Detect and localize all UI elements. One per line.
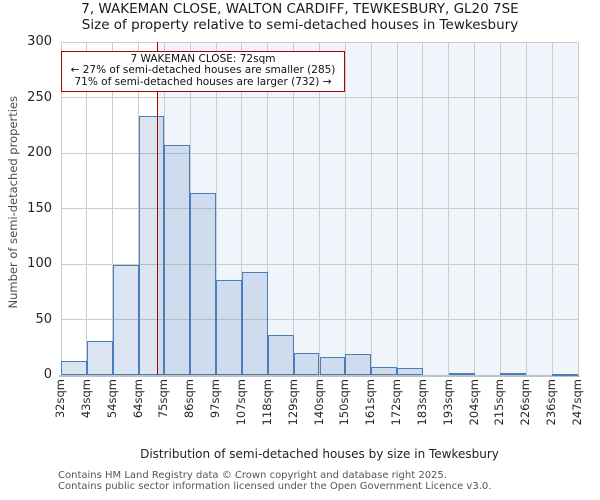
x-tick-label: 97sqm [208,379,223,419]
x-tick-label: 161sqm [363,379,378,426]
x-tick-label: 215sqm [492,379,507,426]
histogram-bar [164,145,191,375]
x-axis-line [59,375,580,377]
x-tick-label: 129sqm [285,379,300,426]
annotation-box: 7 WAKEMAN CLOSE: 72sqm ← 27% of semi-det… [61,51,345,92]
chart-subtitle: Size of property relative to semi-detach… [81,17,519,33]
x-tick-label: 75sqm [156,379,171,419]
y-gridline [61,97,578,98]
x-tick-label: 43sqm [78,379,93,419]
chart-title: 7, WAKEMAN CLOSE, WALTON CARDIFF, TEWKES… [81,1,519,17]
footer-line-2: Contains public sector information licen… [58,481,492,492]
histogram-bar [371,367,398,375]
histogram-bar [293,352,320,375]
footer-line-1: Contains HM Land Registry data © Crown c… [58,470,447,481]
histogram-bar [345,353,372,375]
y-gridline [61,319,578,320]
y-gridline [61,263,578,265]
x-tick-label: 107sqm [233,379,248,426]
y-tick-label: 300 [27,34,52,49]
histogram-bar [216,279,242,375]
histogram-bar [241,271,268,375]
x-tick-label: 193sqm [440,379,455,426]
x-tick-label: 118sqm [259,379,274,426]
histogram-bar [112,265,139,375]
histogram-bar [267,335,294,375]
histogram-bar [61,360,87,375]
annotation-line-smaller: ← 27% of semi-detached houses are smalle… [70,64,336,77]
y-tick-label: 200 [27,145,52,160]
y-tick-label: 0 [43,367,52,382]
x-tick-label: 64sqm [130,379,145,419]
x-tick-label: 32sqm [53,379,67,419]
x-tick-label: 86sqm [182,379,197,419]
y-tick-label: 150 [27,200,52,216]
histogram-bar [190,192,217,375]
x-tick-label: 183sqm [414,379,429,426]
x-gridline [577,42,579,375]
histogram-bar [397,368,423,375]
x-tick-label: 140sqm [311,379,326,426]
x-tick-label: 204sqm [466,379,481,426]
x-axis-label: Distribution of semi-detached houses by … [140,447,499,461]
y-tick-label: 100 [27,256,52,271]
y-tick-label: 250 [27,89,52,105]
x-tick-label: 172sqm [389,379,404,426]
y-gridline [61,208,578,209]
x-tick-label: 150sqm [337,379,352,426]
x-tick-label: 236sqm [544,379,559,426]
histogram-bar [319,357,346,375]
annotation-line-property: 7 WAKEMAN CLOSE: 72sqm [130,53,276,65]
histogram-bar [448,372,475,375]
annotation-line-larger: 71% of semi-detached houses are larger (… [74,75,332,88]
property-marker-line [156,42,159,375]
y-tick-label: 50 [35,311,52,327]
y-gridline [61,152,578,154]
histogram-bar [552,373,578,376]
histogram-bar [138,116,165,375]
x-tick-label: 54sqm [104,379,119,419]
x-tick-label: 226sqm [518,379,533,426]
histogram-bar [86,340,113,375]
footer: Contains HM Land Registry data © Crown c… [58,470,491,492]
histogram-bar [500,372,527,375]
y-gridline [61,41,578,43]
x-tick-label: 247sqm [570,379,584,426]
